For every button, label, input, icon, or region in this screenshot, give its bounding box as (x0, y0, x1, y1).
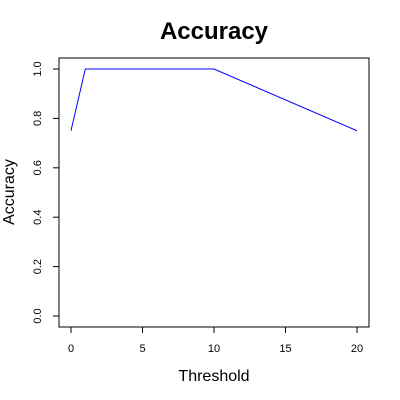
chart-title: Accuracy (160, 18, 269, 45)
x-axis-label: Threshold (178, 368, 249, 385)
y-tick-label: 0.4 (32, 210, 44, 225)
y-tick-label: 0.8 (32, 111, 44, 126)
x-tick-label: 20 (351, 343, 363, 355)
series-layer (70, 68, 358, 132)
x-tick-label: 10 (208, 343, 220, 355)
y-axis-label: Accuracy (1, 159, 18, 225)
x-tick-label: 0 (68, 343, 74, 355)
y-tick-label: 0.0 (32, 308, 44, 323)
y-tick-label: 0.2 (32, 259, 44, 274)
x-tick-label: 15 (279, 343, 291, 355)
x-tick-label: 5 (139, 343, 145, 355)
y-tick-label: 0.6 (32, 160, 44, 175)
accuracy-line (70, 68, 358, 132)
x-axis: 0 5 10 15 20 (68, 326, 363, 355)
y-tick-label: 1.0 (32, 61, 44, 76)
y-axis: 0.0 0.2 0.4 0.6 0.8 1.0 (32, 61, 60, 324)
